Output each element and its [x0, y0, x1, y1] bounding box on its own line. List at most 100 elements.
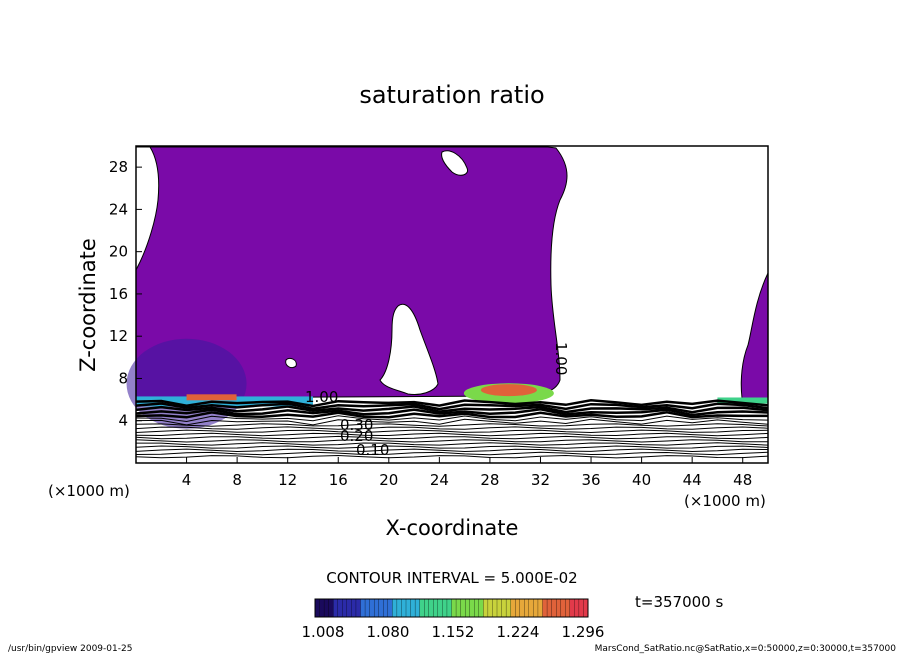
x-axis-label: X-coordinate	[386, 516, 519, 540]
colorbar-cell	[542, 598, 548, 618]
colorbar-cell	[419, 598, 425, 618]
colorbar-cell	[378, 598, 384, 618]
colorbar-cell	[401, 598, 407, 618]
colorbar-cell	[546, 598, 553, 618]
colorbar-cell	[428, 598, 434, 618]
subsaturated-hole	[441, 150, 469, 176]
y-tick-label: 16	[109, 285, 128, 303]
colorbar-cell	[487, 598, 493, 618]
plot-frame	[135, 145, 769, 464]
contour-label: 0.30	[340, 416, 373, 434]
plot-area	[126, 145, 769, 464]
subsaturated-hole	[379, 303, 439, 395]
colorbar-cell	[515, 598, 521, 618]
x-tick-label: 24	[430, 471, 449, 489]
x-tick-label: 8	[232, 471, 242, 489]
colorbar-cell	[337, 598, 343, 618]
colorbar-cell	[501, 598, 507, 618]
y-axis-ticks: 4 8 12 16 20 24 28	[109, 158, 142, 430]
colorbar-cell	[492, 598, 498, 618]
contour-line	[135, 435, 769, 440]
x-tick-label: 4	[182, 471, 192, 489]
colorbar-cell	[314, 598, 320, 618]
colorbar-tick-label: 1.008	[302, 623, 345, 641]
colorbar-cell	[442, 598, 448, 618]
colorbar-cell	[455, 598, 462, 618]
subsaturated-hole	[285, 357, 297, 369]
colorbar-cell	[342, 598, 348, 618]
contour-label: 1.00	[305, 388, 338, 406]
y-tick-label: 4	[118, 412, 128, 430]
contour-line	[135, 429, 769, 434]
x-tick-label: 40	[632, 471, 651, 489]
contour-line	[135, 454, 769, 459]
colorbar-cell	[360, 598, 366, 618]
colorbar-cell	[333, 598, 339, 618]
contour-lines	[135, 399, 769, 459]
contour-line	[135, 402, 769, 411]
colorbar-tick-label: 1.152	[432, 623, 475, 641]
band	[717, 397, 768, 404]
y-tick-label: 12	[109, 327, 128, 345]
colorbar-tick-label: 1.080	[367, 623, 410, 641]
colorbar-frame	[314, 598, 589, 618]
colorbar-cell	[319, 598, 325, 618]
y-tick-label: 28	[109, 158, 128, 176]
colorbar-cell	[433, 598, 439, 618]
colorbar-cell	[410, 598, 416, 618]
contour-line	[136, 442, 769, 446]
x-unit-note-left: (×1000 m)	[48, 482, 130, 500]
colorbar-cell	[528, 598, 534, 618]
colorbar-cell	[496, 598, 502, 618]
x-tick-label: 16	[329, 471, 348, 489]
x-tick-label: 28	[480, 471, 499, 489]
colorbar-cell	[446, 598, 452, 618]
colorbar-cell	[464, 598, 471, 618]
colorbar-cell	[369, 598, 375, 618]
contour-label: 0.20	[340, 427, 373, 445]
subsaturated-hole	[135, 146, 160, 271]
x-axis-ticks: 4 8 12 16 20 24 28 32 36 40 44 48	[182, 457, 752, 489]
contour-interval-text: CONTOUR INTERVAL = 5.000E-02	[326, 569, 577, 587]
y-tick-label: 24	[109, 200, 128, 218]
footer-left: /usr/bin/gpview 2009-01-25	[8, 644, 132, 654]
y-tick-label: 20	[109, 243, 128, 261]
colorbar-cell	[328, 598, 334, 618]
colorbar-cell	[424, 598, 430, 618]
colorbar-cell	[483, 598, 489, 618]
colorbar-tick-labels: 1.008 1.080 1.152 1.224 1.296	[302, 623, 605, 641]
contour-line	[135, 405, 769, 414]
colorbar-cell	[519, 598, 525, 618]
contour-line	[135, 418, 769, 426]
colorbar-cell	[533, 598, 539, 618]
x-tick-label: 12	[278, 471, 297, 489]
colorbar-cell	[474, 598, 480, 618]
contour-line	[135, 445, 769, 449]
x-tick-label: 48	[733, 471, 752, 489]
colorbar-tick-label: 1.224	[497, 623, 540, 641]
footer-right: MarsCond_SatRatio.nc@SatRatio,x=0:50000,…	[595, 644, 897, 654]
x-tick-label: 36	[581, 471, 600, 489]
colorbar-cell	[451, 598, 457, 618]
colorbar-cell	[578, 598, 584, 618]
colorbar	[314, 598, 589, 618]
colorbar-cell	[565, 598, 571, 618]
colorbar-cell	[387, 598, 393, 618]
y-tick-label: 8	[118, 369, 128, 387]
colorbar-cell	[351, 598, 357, 618]
colorbar-cell	[414, 598, 421, 618]
y-axis-label: Z-coordinate	[76, 238, 100, 372]
colorbar-cell	[460, 598, 466, 618]
contour-line	[135, 451, 769, 456]
colorbar-cell	[560, 598, 566, 618]
band	[186, 394, 237, 401]
colorbar-cell	[556, 598, 562, 618]
colorbar-cell	[551, 598, 557, 618]
colorbar-cell	[373, 598, 380, 618]
contour-line	[135, 408, 769, 417]
time-label: t=357000 s	[635, 593, 723, 611]
colorbar-cell	[364, 598, 371, 618]
colorbar-cell	[355, 598, 361, 618]
x-tick-label: 32	[531, 471, 550, 489]
